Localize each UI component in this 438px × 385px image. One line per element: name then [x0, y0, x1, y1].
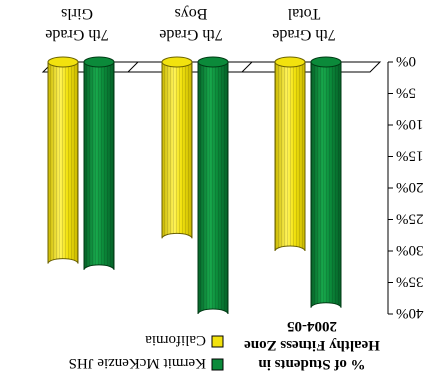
bars [47, 56, 342, 315]
category-label: 7th Grade [159, 26, 223, 43]
bar-cap [310, 56, 342, 68]
bar-kermit-2 [197, 56, 229, 315]
chart-title-line: Healthy Fitness Zone [244, 337, 380, 353]
bar-cap [274, 56, 306, 68]
chart-title: % of Students in Healthy Fitness Zone 2004… [244, 318, 380, 372]
y-tick-label: 0% [396, 53, 416, 69]
floor-divider [241, 61, 253, 73]
bar-texture [275, 62, 305, 251]
bar-texture [48, 62, 78, 264]
bar-kermit-3 [83, 56, 115, 271]
category-label: 7th Grade [45, 26, 109, 43]
bar-cap [47, 56, 79, 68]
legend-label: California [145, 332, 206, 348]
legend-label: Kermit McKenzie JHS [69, 355, 206, 371]
bar-california-2 [161, 56, 193, 239]
bar-texture [198, 62, 228, 314]
bar-cap [197, 56, 229, 68]
category-label: Girls [61, 5, 93, 22]
bar-california-3 [47, 56, 79, 264]
y-tick-label: 15% [396, 148, 424, 164]
chart-title-line: 2004-05 [287, 318, 337, 334]
legend-swatch [211, 335, 224, 348]
category-label: Boys [175, 5, 208, 22]
y-tick-label: 5% [396, 85, 416, 101]
chart-title-line: % of Students in [258, 356, 366, 372]
y-tick-label: 20% [396, 179, 424, 195]
bar-cap [161, 56, 193, 68]
legend: Kermit McKenzie JHS California [69, 332, 224, 371]
category-label: 7th Grade [272, 26, 336, 43]
floor-divider [127, 61, 139, 73]
bar-texture [84, 62, 114, 270]
y-tick-label: 30% [396, 242, 424, 258]
y-tick-label: 40% [396, 305, 424, 321]
y-tick-label: 35% [396, 274, 424, 290]
category-label: Total [287, 5, 320, 22]
bar-texture [162, 62, 192, 239]
y-tick-label: 25% [396, 211, 424, 227]
bar-kermit-1 [310, 56, 342, 308]
bar-texture [311, 62, 341, 308]
bar-california-1 [274, 56, 306, 252]
category-labels: 7th Grade Total 7th Grade Boys 7th Grade Girl… [45, 5, 336, 43]
legend-swatch [211, 358, 224, 371]
y-tick-label: 10% [396, 116, 424, 132]
y-axis: 0% 5% 10% 15% 20% 25% 30% 35% 40% [387, 53, 424, 321]
bar-cap [83, 56, 115, 68]
